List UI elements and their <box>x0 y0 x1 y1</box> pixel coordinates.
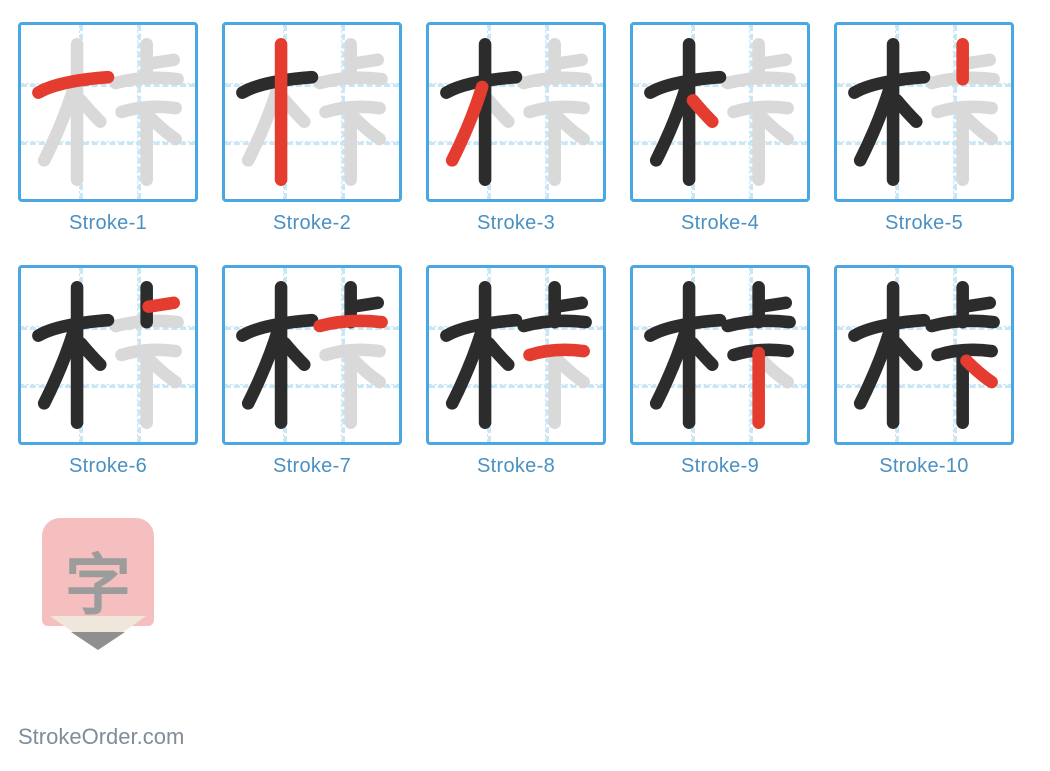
logo-pencil-lead <box>71 632 125 650</box>
stroke-box <box>630 265 810 445</box>
stroke-cell-5: Stroke-5 <box>834 22 1014 235</box>
stroke-caption: Stroke-1 <box>69 212 147 235</box>
glyph-svg <box>429 25 603 199</box>
stroke-done <box>81 343 100 364</box>
stroke-future <box>248 87 278 160</box>
stroke-current <box>320 321 382 326</box>
glyph-svg <box>837 25 1011 199</box>
stroke-box <box>426 265 606 445</box>
stroke-box <box>630 22 810 202</box>
stroke-cell-10: Stroke-10 <box>834 265 1014 478</box>
stroke-done <box>452 330 482 403</box>
stroke-box <box>222 22 402 202</box>
stroke-future <box>761 60 786 64</box>
stroke-done <box>860 87 890 160</box>
stroke-future <box>559 361 584 382</box>
stroke-current <box>967 361 992 382</box>
watermark-text: StrokeOrder.com <box>18 724 184 750</box>
glyph-svg <box>225 268 399 442</box>
stroke-done <box>965 303 990 307</box>
stroke-caption: Stroke-8 <box>477 455 555 478</box>
stroke-future <box>557 60 582 64</box>
stroke-future <box>489 100 508 121</box>
stroke-future <box>81 100 100 121</box>
stroke-current <box>452 87 482 160</box>
glyph-svg <box>429 268 603 442</box>
stroke-done <box>897 100 916 121</box>
stroke-box <box>18 22 198 202</box>
glyph-svg <box>225 25 399 199</box>
stroke-current <box>693 100 712 121</box>
stroke-caption: Stroke-9 <box>681 455 759 478</box>
stroke-done <box>557 303 582 307</box>
glyph-svg <box>837 268 1011 442</box>
stroke-done <box>44 330 74 403</box>
stroke-future <box>116 78 178 83</box>
glyph-svg <box>21 25 195 199</box>
stroke-future <box>44 87 74 160</box>
stroke-caption: Stroke-3 <box>477 212 555 235</box>
stroke-caption: Stroke-6 <box>69 455 147 478</box>
stroke-future <box>967 118 992 139</box>
stroke-future <box>149 60 174 64</box>
stroke-done <box>761 303 786 307</box>
stroke-done <box>248 330 278 403</box>
glyph-svg <box>633 25 807 199</box>
stroke-cell-4: Stroke-4 <box>630 22 810 235</box>
site-logo: 字 <box>38 518 158 658</box>
stroke-current <box>149 303 174 307</box>
stroke-box <box>834 22 1014 202</box>
stroke-cell-8: Stroke-8 <box>426 265 606 478</box>
stroke-future <box>285 100 304 121</box>
stroke-caption: Stroke-7 <box>273 455 351 478</box>
stroke-done <box>860 330 890 403</box>
stroke-grid: Stroke-1 Stroke-2 Stroke-3 Stroke-4 Stroke-5… <box>0 0 1050 478</box>
stroke-done <box>897 343 916 364</box>
stroke-future <box>559 118 584 139</box>
stroke-cell-3: Stroke-3 <box>426 22 606 235</box>
stroke-future <box>151 361 176 382</box>
stroke-done <box>728 321 790 326</box>
stroke-future <box>728 78 790 83</box>
glyph-svg <box>21 268 195 442</box>
stroke-done <box>932 321 994 326</box>
stroke-cell-7: Stroke-7 <box>222 265 402 478</box>
stroke-box <box>222 265 402 445</box>
stroke-future <box>320 78 382 83</box>
stroke-caption: Stroke-4 <box>681 212 759 235</box>
stroke-done <box>285 343 304 364</box>
logo-character: 字 <box>42 532 154 628</box>
stroke-done <box>693 343 712 364</box>
stroke-caption: Stroke-5 <box>885 212 963 235</box>
stroke-future <box>355 118 380 139</box>
stroke-done <box>353 303 378 307</box>
stroke-box <box>426 22 606 202</box>
stroke-cell-2: Stroke-2 <box>222 22 402 235</box>
stroke-cell-1: Stroke-1 <box>18 22 198 235</box>
stroke-future <box>763 361 788 382</box>
stroke-current <box>530 350 584 355</box>
glyph-svg <box>633 268 807 442</box>
stroke-cell-9: Stroke-9 <box>630 265 810 478</box>
stroke-future <box>524 78 586 83</box>
stroke-done <box>656 87 686 160</box>
stroke-future <box>763 118 788 139</box>
stroke-done <box>489 343 508 364</box>
stroke-future <box>355 361 380 382</box>
stroke-cell-6: Stroke-6 <box>18 265 198 478</box>
stroke-box <box>18 265 198 445</box>
stroke-future <box>151 118 176 139</box>
stroke-box <box>834 265 1014 445</box>
stroke-caption: Stroke-10 <box>879 455 968 478</box>
stroke-done <box>656 330 686 403</box>
stroke-future <box>353 60 378 64</box>
stroke-caption: Stroke-2 <box>273 212 351 235</box>
stroke-done <box>524 321 586 326</box>
